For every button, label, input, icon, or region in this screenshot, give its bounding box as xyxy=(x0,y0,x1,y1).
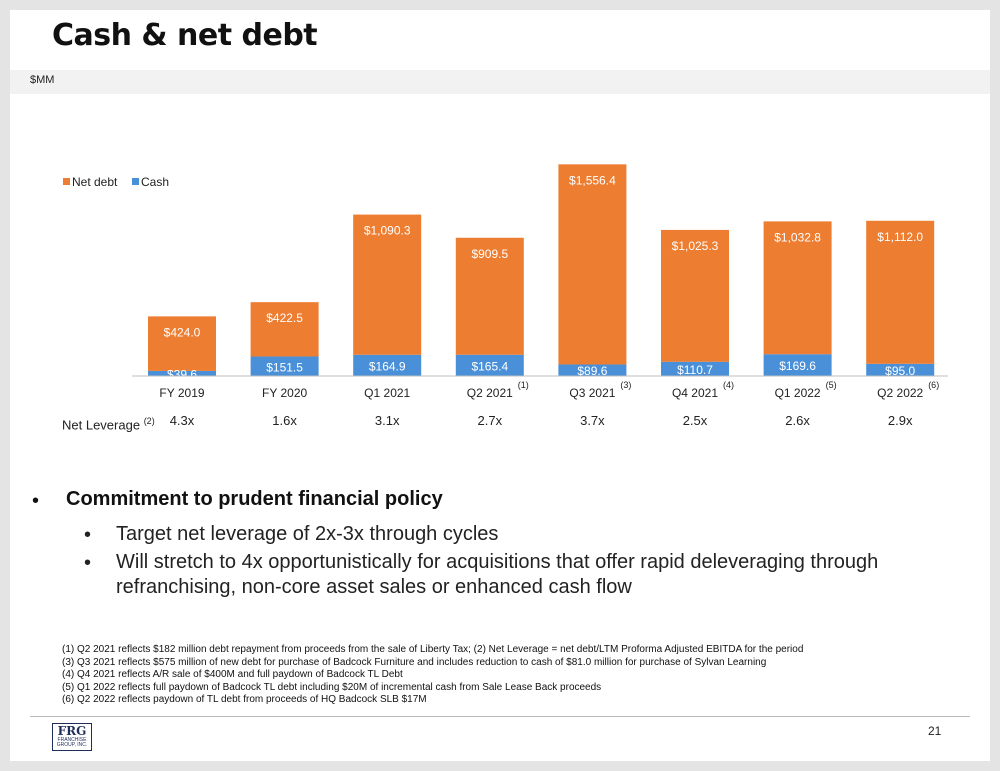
net-leverage-value: 3.7x xyxy=(580,413,605,428)
net-debt-data-label: $422.5 xyxy=(266,311,303,325)
bar-net-debt xyxy=(455,237,524,355)
bar-net-debt xyxy=(250,302,319,357)
net-leverage-value: 3.1x xyxy=(374,413,400,428)
x-tick-note: (1) xyxy=(518,380,529,390)
bar-cash xyxy=(866,363,935,376)
logo-subtext: FRANCHISE GROUP, INC. xyxy=(56,737,88,748)
net-leverage-label-text: Net Leverage xyxy=(62,417,141,433)
cash-data-label: $110.7 xyxy=(677,363,713,377)
bullet-main: Commitment to prudent financial policy xyxy=(66,488,443,510)
net-leverage-value: 2.7x xyxy=(477,413,503,428)
cash-data-label: $39.6 xyxy=(167,367,197,381)
legend-swatch xyxy=(63,178,70,185)
sub-bullet-1: Target net leverage of 2x-3x through cyc… xyxy=(116,523,499,545)
sub-bullet-dot: • xyxy=(84,524,92,546)
unit-label: $MM xyxy=(30,74,55,86)
net-debt-data-label: $1,032.8 xyxy=(774,230,821,244)
sub-bullet-dot: • xyxy=(84,552,92,574)
footer-divider xyxy=(30,716,970,717)
bar-cash xyxy=(148,370,216,376)
net-debt-data-label: $1,025.3 xyxy=(672,239,719,253)
frg-logo: FRG FRANCHISE GROUP, INC. xyxy=(52,723,92,751)
net-leverage-value: 2.6x xyxy=(785,413,810,428)
cash-data-label: $169.6 xyxy=(779,359,816,373)
x-tick-note: (3) xyxy=(620,380,631,390)
legend-label: Net debt xyxy=(72,175,118,189)
bar-cash xyxy=(455,354,524,376)
cash-data-label: $151.5 xyxy=(266,360,303,374)
net-leverage-note: (2) xyxy=(143,416,155,426)
net-debt-data-label: $1,112.0 xyxy=(877,230,923,244)
bar-net-debt xyxy=(661,229,729,362)
chart-bars: $39.6 $424.0 $151.5 $422.5 $164.9 $1,090.3 $16… xyxy=(148,164,935,381)
x-tick-label: Q1 2021 xyxy=(364,386,410,400)
bar-cash xyxy=(661,361,729,376)
bullet-dot: • xyxy=(32,490,40,512)
legend-label: Cash xyxy=(141,175,169,189)
page-title: Cash & net debt xyxy=(52,18,318,53)
header-band xyxy=(10,70,990,94)
footnote: (6) Q2 2022 reflects paydown of TL debt … xyxy=(62,694,427,706)
cash-data-label: $89.6 xyxy=(577,364,607,378)
net-debt-data-label: $1,556.4 xyxy=(569,173,616,187)
cash-data-label: $164.9 xyxy=(369,359,406,373)
chart-x-axis: FY 2019 FY 2020 Q1 2021 Q2 2021 (1) Q3 2021 (3… xyxy=(132,375,948,400)
page-number: 21 xyxy=(928,724,942,738)
bar-net-debt xyxy=(353,214,422,355)
logo-text: FRG xyxy=(57,724,87,738)
x-tick-label: Q3 2021 xyxy=(569,386,615,400)
bar-cash xyxy=(250,356,319,376)
footnotes: (1) Q2 2021 reflects $182 million debt r… xyxy=(62,644,803,707)
x-tick-label: FY 2019 xyxy=(159,386,204,400)
net-leverage-value: 2.5x xyxy=(682,413,708,428)
net-debt-data-label: $424.0 xyxy=(164,325,201,339)
legend-swatch xyxy=(132,178,139,185)
footnote: (1) Q2 2021 reflects $182 million debt r… xyxy=(62,644,804,655)
chart-legend: Net debt Cash xyxy=(63,175,169,189)
x-tick-label: Q2 2022 xyxy=(877,386,923,400)
x-tick-note: (5) xyxy=(826,380,837,390)
cash-data-label: $165.4 xyxy=(471,359,508,373)
x-tick-label: Q4 2021 xyxy=(672,386,718,400)
x-tick-note: (6) xyxy=(928,380,939,390)
bar-cash xyxy=(353,354,422,376)
net-leverage-label: Net Leverage (2) xyxy=(62,413,155,433)
cash-data-label: $95.0 xyxy=(885,364,915,378)
bar-net-debt xyxy=(148,316,216,371)
net-debt-data-label: $909.5 xyxy=(471,247,508,261)
bar-net-debt xyxy=(763,221,832,355)
footnote: (3) Q3 2021 reflects $575 million of new… xyxy=(62,656,767,668)
x-tick-label: FY 2020 xyxy=(262,386,307,400)
cash-net-debt-chart: Net debt Cash $39.6 $424.0 $151.5 $422.5 $164… xyxy=(63,164,948,400)
bar-net-debt xyxy=(558,164,627,365)
slide: Cash & net debt $MM Net debt Cash $39.6 $4… xyxy=(10,10,990,761)
bar-net-debt xyxy=(866,220,935,364)
net-leverage-value: 2.9x xyxy=(887,413,913,428)
x-tick-label: Q2 2021 xyxy=(467,386,513,400)
net-debt-data-label: $1,090.3 xyxy=(364,224,411,238)
x-tick-note: (4) xyxy=(723,380,734,390)
net-leverage-value: 1.6x xyxy=(272,413,297,428)
net-leverage-value: 4.3x xyxy=(169,413,195,428)
bar-cash xyxy=(763,354,832,376)
bar-cash xyxy=(558,364,627,376)
x-tick-label: Q1 2022 xyxy=(775,386,821,400)
footnote: (5) Q1 2022 reflects full paydown of Bad… xyxy=(62,681,602,693)
footnote: (4) Q4 2021 reflects A/R sale of $400M a… xyxy=(62,669,403,681)
sub-bullet-2: Will stretch to 4x opportunistically for… xyxy=(116,551,879,598)
